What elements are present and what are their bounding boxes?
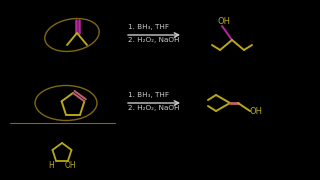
Text: 2. H₂O₂, NaOH: 2. H₂O₂, NaOH: [128, 37, 180, 43]
Text: H: H: [48, 161, 54, 170]
Text: OH: OH: [250, 107, 263, 116]
Text: 1. BH₃, THF: 1. BH₃, THF: [128, 24, 169, 30]
Text: OH: OH: [218, 17, 230, 26]
Text: OH: OH: [65, 161, 76, 170]
Text: 2. H₂O₂, NaOH: 2. H₂O₂, NaOH: [128, 105, 180, 111]
Text: 1. BH₃, THF: 1. BH₃, THF: [128, 92, 169, 98]
